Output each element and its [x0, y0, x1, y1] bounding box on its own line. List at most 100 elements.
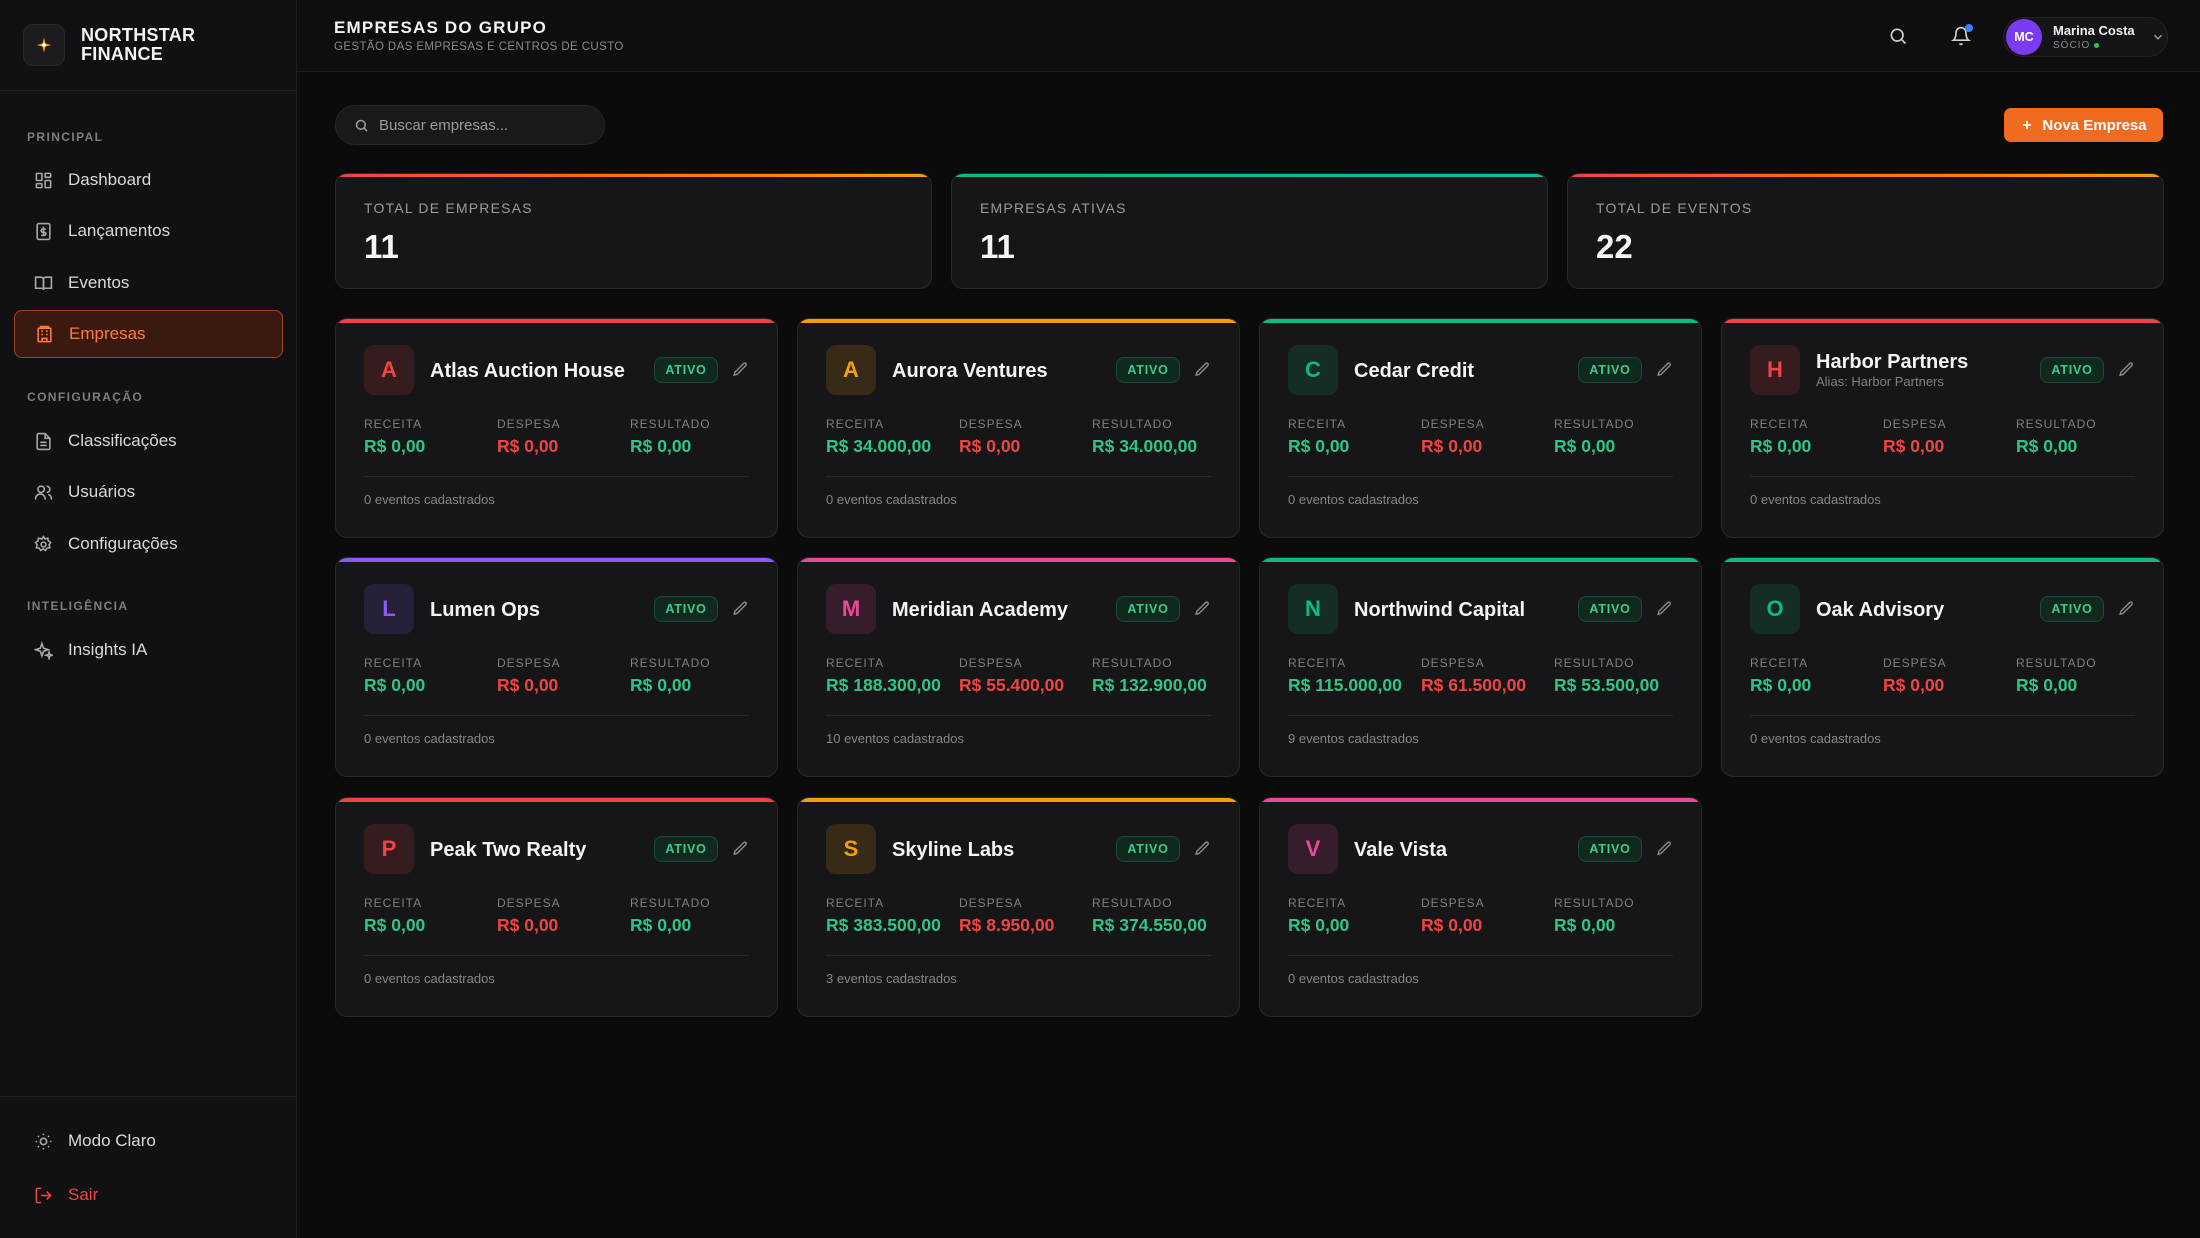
theme-toggle-button[interactable]: Modo Claro — [14, 1117, 283, 1165]
edit-icon[interactable] — [1192, 359, 1212, 379]
sidebar: NORTHSTAR FINANCE PRINCIPAL Dashboard La… — [0, 0, 297, 1238]
edit-icon[interactable] — [2116, 598, 2136, 618]
company-card[interactable]: P Peak Two Realty ATIVO RECEITA DESPESA RESUL… — [335, 797, 778, 1017]
company-card[interactable]: M Meridian Academy ATIVO RECEITA DESPESA RESU… — [797, 557, 1240, 777]
resultado-value: R$ 0,00 — [630, 436, 692, 456]
card-accent-bar — [1260, 558, 1701, 562]
sidebar-item-lancamentos[interactable]: Lançamentos — [14, 207, 283, 255]
company-card[interactable]: L Lumen Ops ATIVO RECEITA DESPESA RESULTADO R$… — [335, 557, 778, 777]
metric-label-despesa: DESPESA — [959, 656, 1023, 670]
metric-label-despesa: DESPESA — [959, 417, 1023, 431]
company-alias: Alias: Harbor Partners — [1816, 374, 1944, 389]
card-divider — [364, 476, 749, 477]
sidebar-item-usuarios[interactable]: Usuários — [14, 468, 283, 516]
card-divider — [1288, 715, 1673, 716]
sidebar-item-classificacoes[interactable]: Classificações — [14, 417, 283, 465]
events-count: 0 eventos cadastrados — [1288, 492, 1419, 507]
company-card[interactable]: O Oak Advisory ATIVO RECEITA DESPESA RESULTAD… — [1721, 557, 2164, 777]
despesa-value: R$ 0,00 — [497, 915, 559, 935]
bell-icon[interactable] — [1949, 24, 1973, 48]
metric-label-resultado: RESULTADO — [630, 417, 711, 431]
sidebar-item-dashboard[interactable]: Dashboard — [14, 156, 283, 204]
company-name: Oak Advisory — [1816, 599, 1945, 621]
edit-icon[interactable] — [2116, 359, 2136, 379]
receipt-icon — [32, 220, 54, 242]
sidebar-item-label: Classificações — [68, 431, 177, 450]
sidebar-item-configuracoes[interactable]: Configurações — [14, 520, 283, 568]
company-initial: A — [364, 345, 414, 395]
spark-icon — [23, 24, 65, 66]
edit-icon[interactable] — [1654, 838, 1674, 858]
receita-value: R$ 115.000,00 — [1288, 675, 1402, 695]
card-accent-bar — [1722, 558, 2163, 562]
metric-label-resultado: RESULTADO — [630, 896, 711, 910]
company-card[interactable]: N Northwind Capital ATIVO RECEITA DESPESA RES… — [1259, 557, 1702, 777]
metric-label-despesa: DESPESA — [497, 417, 561, 431]
online-dot — [2094, 42, 2100, 48]
sidebar-item-label: Usuários — [68, 482, 136, 501]
sidebar-item-insights-ia[interactable]: Insights IA — [14, 626, 283, 674]
company-initial: O — [1750, 584, 1800, 634]
edit-icon[interactable] — [1654, 598, 1674, 618]
status-badge: ATIVO — [1116, 836, 1180, 862]
metric-label-despesa: DESPESA — [1421, 896, 1485, 910]
search-bar[interactable] — [335, 105, 605, 145]
edit-icon[interactable] — [1654, 359, 1674, 379]
card-accent-bar — [336, 798, 777, 802]
resultado-value: R$ 53.500,00 — [1554, 675, 1660, 695]
nav-section-inteligencia: INTELIGÊNCIA — [27, 599, 129, 613]
resultado-value: R$ 0,00 — [1554, 436, 1616, 456]
brand[interactable]: NORTHSTAR FINANCE — [0, 0, 296, 91]
status-badge: ATIVO — [1116, 596, 1180, 622]
search-icon[interactable] — [1886, 24, 1910, 48]
company-name: Harbor Partners — [1816, 351, 1969, 373]
receita-value: R$ 0,00 — [364, 675, 426, 695]
resultado-value: R$ 34.000,00 — [1092, 436, 1198, 456]
company-card[interactable]: V Vale Vista ATIVO RECEITA DESPESA RESULTADO R… — [1259, 797, 1702, 1017]
stat-value: 11 — [980, 228, 1015, 265]
edit-icon[interactable] — [730, 838, 750, 858]
metric-label-receita: RECEITA — [1750, 417, 1809, 431]
metric-label-receita: RECEITA — [364, 896, 423, 910]
new-company-label: Nova Empresa — [2042, 116, 2147, 134]
user-menu[interactable]: MC Marina Costa SÓCIO — [2003, 17, 2168, 57]
company-initial: V — [1288, 824, 1338, 874]
company-card[interactable]: S Skyline Labs ATIVO RECEITA DESPESA RESULTAD… — [797, 797, 1240, 1017]
events-count: 3 eventos cadastrados — [826, 971, 957, 986]
metric-label-receita: RECEITA — [364, 417, 423, 431]
stat-label: TOTAL DE EMPRESAS — [364, 200, 533, 216]
resultado-value: R$ 0,00 — [1554, 915, 1616, 935]
notification-dot — [1965, 24, 1973, 32]
metric-label-receita: RECEITA — [826, 417, 885, 431]
receita-value: R$ 34.000,00 — [826, 436, 932, 456]
book-icon — [32, 272, 54, 294]
company-card[interactable]: C Cedar Credit ATIVO RECEITA DESPESA RESULTAD… — [1259, 318, 1702, 538]
nav-section-configuracao: CONFIGURAÇÃO — [27, 390, 144, 404]
receita-value: R$ 188.300,00 — [826, 675, 941, 695]
sidebar-item-eventos[interactable]: Eventos — [14, 259, 283, 307]
metric-label-resultado: RESULTADO — [1554, 656, 1635, 670]
company-card[interactable]: A Atlas Auction House ATIVO RECEITA DESPESA R… — [335, 318, 778, 538]
edit-icon[interactable] — [1192, 598, 1212, 618]
card-accent-bar — [798, 558, 1239, 562]
resultado-value: R$ 374.550,00 — [1092, 915, 1207, 935]
edit-icon[interactable] — [1192, 838, 1212, 858]
metric-label-despesa: DESPESA — [1421, 656, 1485, 670]
edit-icon[interactable] — [730, 598, 750, 618]
avatar: MC — [2006, 19, 2042, 55]
search-input[interactable] — [379, 116, 599, 134]
company-card[interactable]: A Aurora Ventures ATIVO RECEITA DESPESA RESUL… — [797, 318, 1240, 538]
new-company-button[interactable]: Nova Empresa — [2004, 108, 2163, 142]
sidebar-item-label: Lançamentos — [68, 221, 171, 240]
company-card[interactable]: H Harbor Partners Alias: Harbor Partners AT… — [1721, 318, 2164, 538]
stat-card-total-empresas: TOTAL DE EMPRESAS 11 — [335, 173, 932, 289]
stat-accent-bar — [1568, 174, 2163, 177]
logout-button[interactable]: Sair — [14, 1171, 283, 1219]
plus-icon — [2020, 118, 2034, 132]
sidebar-item-empresas[interactable]: Empresas — [14, 310, 283, 358]
metric-label-receita: RECEITA — [826, 896, 885, 910]
events-count: 0 eventos cadastrados — [364, 731, 495, 746]
sidebar-item-label: Configurações — [68, 534, 178, 553]
edit-icon[interactable] — [730, 359, 750, 379]
page-title: EMPRESAS DO GRUPO — [334, 18, 548, 37]
